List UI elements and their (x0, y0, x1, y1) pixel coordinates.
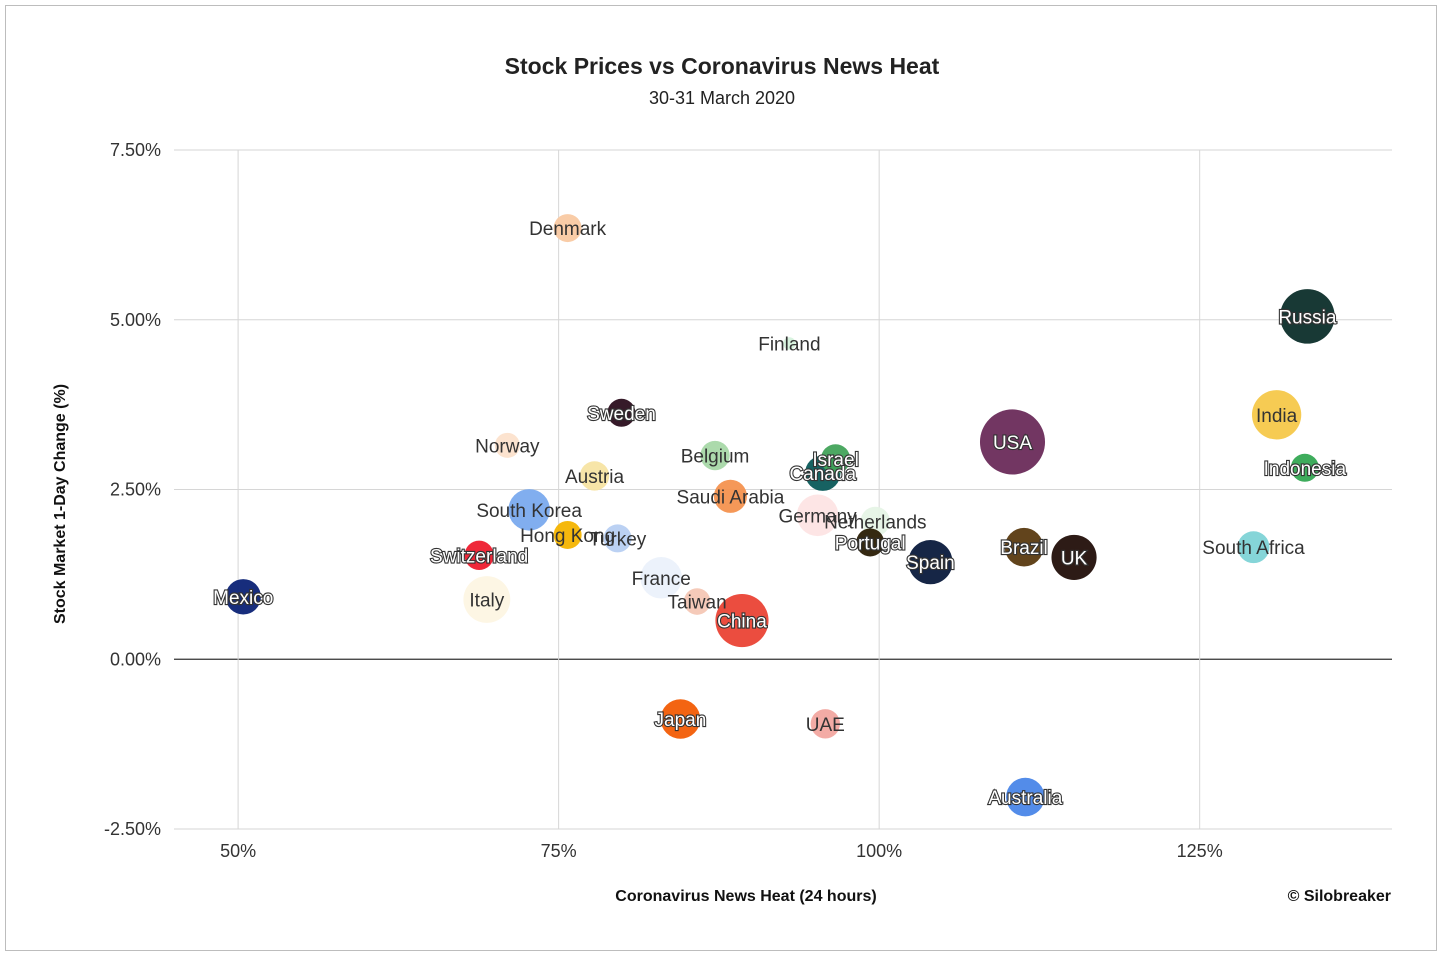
x-tick-label: 50% (220, 841, 256, 861)
bubble-label: UAE (806, 715, 845, 736)
bubble-south-africa[interactable] (1237, 531, 1270, 564)
bubble-denmark[interactable] (553, 214, 582, 243)
bubble-label: Israel (812, 450, 858, 471)
bubble-label: Denmark (529, 219, 607, 240)
bubble-indonesia[interactable] (1290, 453, 1319, 482)
bubble-japan[interactable] (660, 699, 701, 739)
bubble-label: Turkey (589, 529, 647, 550)
bubble-label: Sweden (587, 404, 656, 425)
bubble-uae[interactable] (810, 709, 840, 739)
bubble-label: Portugal (835, 533, 906, 554)
bubble-label: South Africa (1202, 538, 1305, 559)
bubble-label: Indonesia (1264, 459, 1347, 480)
y-tick-label: 0.00% (110, 649, 161, 669)
chart-frame: Stock Prices vs Coronavirus News Heat 30… (5, 5, 1437, 951)
x-tick-label: 75% (541, 841, 577, 861)
axis-tick-labels: -2.50% 0.00% 2.50% 5.00% 7.50% 50% 75% 100% 125% (104, 140, 1223, 861)
bubble-label: Brazil (1000, 538, 1048, 559)
bubble-austria[interactable] (579, 461, 610, 491)
bubble-saudi-arabia[interactable] (713, 479, 747, 513)
y-tick-label: -2.50% (104, 819, 161, 839)
credit-text: © Silobreaker (1288, 888, 1391, 905)
bubble-label: France (632, 569, 691, 590)
bubble-france[interactable] (640, 557, 682, 599)
bubble-label: Saudi Arabia (677, 487, 785, 508)
bubble-label: Switzerland (430, 546, 528, 567)
bubble-label: Norway (475, 436, 540, 457)
grid-lines (174, 149, 1392, 830)
bubble-russia[interactable] (1280, 289, 1335, 344)
bubble-label: India (1256, 406, 1298, 427)
bubble-brazil[interactable] (1004, 527, 1044, 567)
bubble-label: Hong Kong (520, 526, 615, 547)
bubble-label: Italy (469, 590, 504, 611)
bubble-china[interactable] (715, 593, 769, 648)
bubble-label: Austria (565, 467, 625, 488)
bubble-label: USA (993, 433, 1032, 454)
bubble-label: Finland (758, 335, 820, 356)
bubble-label: China (717, 612, 767, 633)
bubble-labels: Denmark Finland Russia India Indonesia USA Swe… (212, 219, 1348, 810)
y-tick-label: 2.50% (110, 480, 161, 500)
y-tick-label: 7.50% (110, 140, 161, 160)
bubble-label: Japan (655, 710, 707, 731)
bubble-label: South Korea (476, 501, 582, 522)
y-axis-title: Stock Market 1-Day Change (%) (52, 384, 69, 624)
bubble-usa[interactable] (979, 409, 1046, 475)
bubble-finland[interactable] (783, 337, 796, 350)
bubble-spain[interactable] (908, 540, 953, 585)
bubble-label: Russia (1278, 307, 1337, 328)
bubble-australia[interactable] (1006, 777, 1045, 817)
bubble-norway[interactable] (494, 432, 520, 458)
x-tick-label: 100% (856, 841, 902, 861)
bubble-hong-kong[interactable] (553, 520, 582, 549)
x-tick-label: 125% (1177, 841, 1223, 861)
y-tick-label: 5.00% (110, 310, 161, 330)
x-axis-title: Coronavirus News Heat (24 hours) (615, 888, 876, 905)
chart-subtitle: 30-31 March 2020 (649, 88, 795, 108)
bubble-label: Mexico (213, 588, 273, 609)
bubble-label: Taiwan (668, 593, 727, 614)
bubble-uk[interactable] (1051, 534, 1097, 580)
bubble-label: Canada (789, 464, 856, 485)
bubble-label: Spain (906, 553, 955, 574)
bubble-india[interactable] (1251, 390, 1302, 440)
bubble-label: Germany (779, 506, 858, 527)
bubble-label: Belgium (681, 447, 750, 468)
bubble-label: UK (1061, 548, 1088, 569)
chart-title: Stock Prices vs Coronavirus News Heat (505, 53, 940, 79)
bubble-israel[interactable] (820, 444, 851, 474)
bubble-italy[interactable] (463, 576, 511, 623)
bubble-label: Australia (988, 788, 1062, 809)
bubbles (225, 214, 1335, 817)
bubble-label: Netherlands (824, 512, 926, 533)
bubble-south-korea[interactable] (508, 489, 550, 531)
bubble-chart: Stock Prices vs Coronavirus News Heat 30… (52, 53, 1392, 905)
bubble-mexico[interactable] (225, 579, 261, 615)
bubble-belgium[interactable] (700, 440, 730, 471)
bubble-germany[interactable] (796, 494, 839, 537)
bubble-switzerland[interactable] (464, 540, 494, 571)
bubble-taiwan[interactable] (683, 588, 711, 615)
bubble-sweden[interactable] (607, 398, 636, 427)
bubble-portugal[interactable] (856, 528, 885, 557)
bubble-turkey[interactable] (603, 524, 632, 553)
